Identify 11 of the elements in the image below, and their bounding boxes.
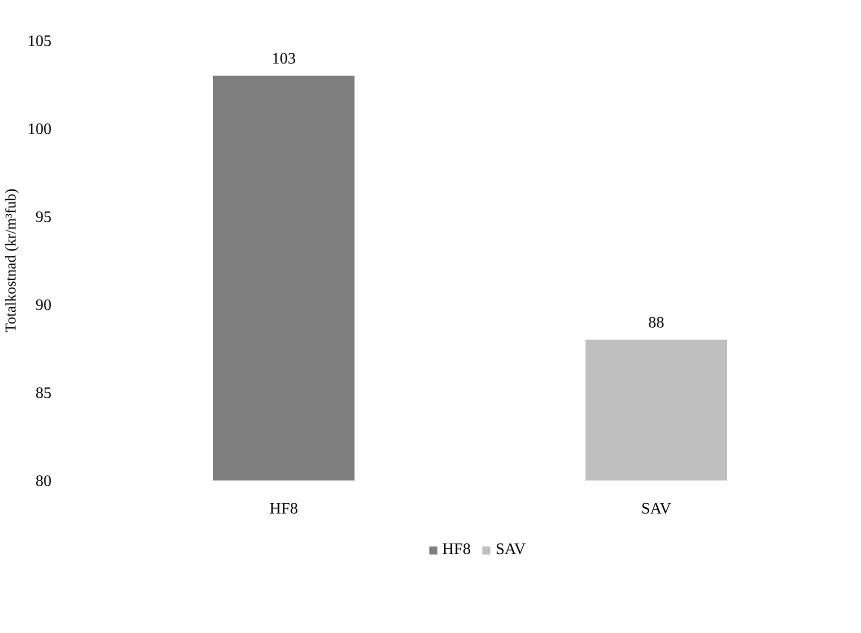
data-label: 103 bbox=[272, 50, 296, 68]
legend-label: HF8 bbox=[442, 541, 471, 559]
y-tick-label: 90 bbox=[36, 297, 52, 314]
data-label: 88 bbox=[648, 314, 664, 332]
y-axis-title: Totalkostnad (kr/m³fub) bbox=[4, 188, 20, 332]
y-tick-label: 100 bbox=[28, 121, 52, 138]
y-tick-label: 85 bbox=[36, 385, 52, 402]
legend-label: SAV bbox=[496, 541, 526, 559]
y-tick-label: 105 bbox=[28, 33, 52, 50]
y-tick-label: 80 bbox=[36, 473, 52, 490]
y-tick-label: 95 bbox=[36, 209, 52, 226]
